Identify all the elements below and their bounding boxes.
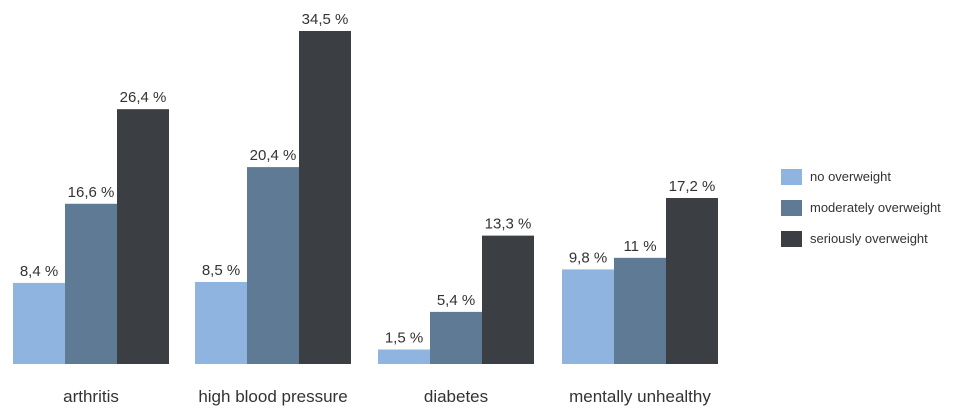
data-label: 17,2 % bbox=[669, 178, 716, 195]
data-label: 20,4 % bbox=[250, 147, 297, 164]
data-label: 1,5 % bbox=[385, 330, 423, 347]
category-label: mentally unhealthy bbox=[569, 387, 711, 406]
bar bbox=[614, 257, 666, 364]
data-label: 13,3 % bbox=[485, 216, 532, 233]
legend-label: no overweight bbox=[810, 169, 891, 184]
bar bbox=[562, 269, 614, 364]
legend-label: moderately overweight bbox=[810, 200, 941, 215]
bar bbox=[195, 281, 247, 364]
bar-group: 1,5 % 5,4 % 13,3 % diabetes bbox=[378, 216, 534, 406]
bar bbox=[299, 31, 351, 364]
data-label: 8,5 % bbox=[202, 262, 240, 279]
bar bbox=[117, 109, 169, 364]
legend-swatch bbox=[781, 169, 802, 185]
data-label: 26,4 % bbox=[120, 89, 167, 106]
bar bbox=[430, 311, 482, 364]
bar bbox=[65, 203, 117, 364]
data-label: 8,4 % bbox=[20, 263, 58, 280]
bar-group: 9,8 % 11 % 17,2 % mentally unhealthy bbox=[562, 178, 718, 406]
category-label: diabetes bbox=[424, 387, 488, 406]
bar-group: 8,5 % 20,4 % 34,5 % high blood pressure bbox=[195, 11, 351, 406]
legend-label: seriously overweight bbox=[810, 231, 928, 246]
category-label: high blood pressure bbox=[198, 387, 347, 406]
data-label: 9,8 % bbox=[569, 249, 607, 266]
bar bbox=[666, 197, 718, 364]
legend-swatch bbox=[781, 231, 802, 247]
bar bbox=[13, 282, 65, 364]
bar bbox=[247, 167, 299, 364]
data-label: 11 % bbox=[623, 238, 656, 255]
data-label: 16,6 % bbox=[68, 184, 115, 201]
data-label: 34,5 % bbox=[302, 11, 349, 28]
category-label: arthritis bbox=[63, 387, 119, 406]
bar bbox=[378, 349, 430, 364]
bar-group: 8,4 % 16,6 % 26,4 % arthritis bbox=[13, 89, 169, 406]
legend: no overweight moderately overweight seriou… bbox=[781, 169, 941, 247]
bar bbox=[482, 235, 534, 364]
data-label: 5,4 % bbox=[437, 292, 475, 309]
legend-swatch bbox=[781, 200, 802, 216]
